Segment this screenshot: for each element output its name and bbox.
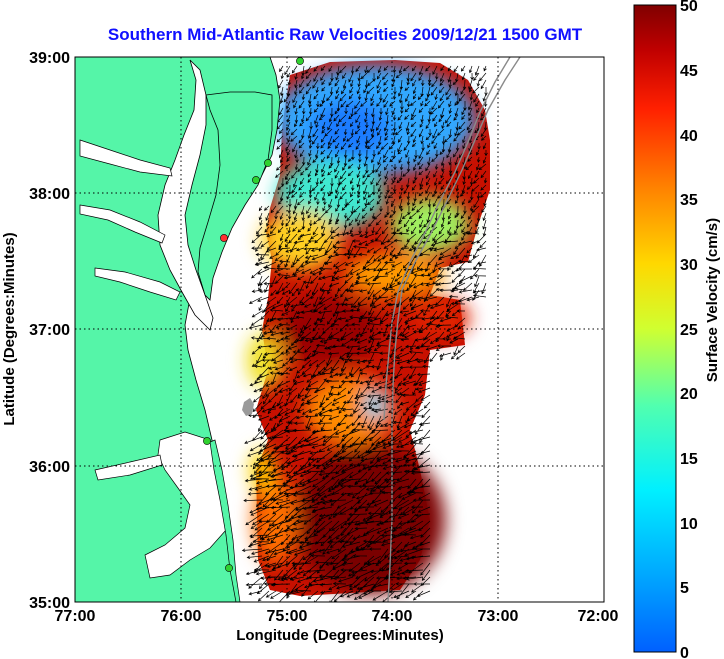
colorbar-tick-label: 0 [680, 645, 689, 659]
moderate-band [260, 210, 340, 270]
y-tick-label: 39:00 [29, 50, 70, 67]
plot-frame [74, 56, 605, 603]
x-tick-label: 77:00 [55, 608, 96, 625]
x-tick-label: 73:00 [478, 608, 519, 625]
x-tick-label: 75:00 [267, 608, 308, 625]
y-tick-label: 38:00 [29, 186, 70, 203]
bathymetry-contour-inner [383, 57, 511, 421]
radar-station-marker [264, 159, 272, 167]
high-speed-center [280, 295, 380, 365]
cyan-spot [365, 391, 385, 419]
y-tick-label: 37:00 [29, 322, 70, 339]
y-tick-label: 35:00 [29, 595, 70, 612]
colorbar-ticks: 50 45 40 35 30 25 20 15 10 5 0 [680, 0, 698, 659]
colorbar-tick-label: 10 [680, 516, 698, 533]
y-axis-label: Latitude (Degrees:Minutes) [1, 232, 18, 425]
x-tick-label: 76:00 [161, 608, 202, 625]
velocity-vectors [241, 65, 488, 602]
grid-lines [75, 57, 604, 602]
radar-station-marker [225, 564, 233, 572]
river-west-2 [79, 204, 166, 244]
map-plot-area [75, 57, 604, 602]
colorbar-tick-label: 5 [680, 580, 689, 597]
colorbar-tick-label: 35 [680, 192, 698, 209]
delmarva-peninsula [197, 91, 273, 301]
bathymetry-contour-outer [387, 57, 521, 602]
southwest-orange [253, 475, 297, 565]
colorbar-label: Surface Velocity (cm/s) [704, 218, 721, 382]
river-west-3 [94, 267, 181, 301]
velocity-vector-arrows [241, 65, 488, 602]
moderate-band-2 [345, 253, 445, 297]
radar-station-marker [296, 57, 304, 65]
bathymetry-contours [383, 57, 521, 602]
colorbar-tick-label: 25 [680, 322, 698, 339]
colorbar-tick-label: 20 [680, 386, 698, 403]
radar-stations [203, 57, 304, 572]
radar-station-marker [252, 176, 260, 184]
colorbar-tick-label: 15 [680, 451, 698, 468]
x-axis: 77:00 76:00 75:00 74:00 73:00 72:00 Long… [55, 608, 619, 644]
radar-station-marker [203, 437, 211, 445]
x-tick-label: 72:00 [578, 608, 619, 625]
chart-title: Southern Mid-Atlantic Raw Velocities 200… [108, 25, 583, 44]
velocity-field [241, 60, 490, 602]
colorbar-tick-label: 30 [680, 257, 698, 274]
colorbar-tick-label: 45 [680, 63, 698, 80]
x-axis-label: Longitude (Degrees:Minutes) [236, 627, 444, 644]
southwest-yellow [250, 448, 274, 492]
sound-inlet [94, 454, 163, 481]
river-west-1 [79, 139, 173, 177]
colorbar: 50 45 40 35 30 25 20 15 10 5 0 Surface V… [633, 0, 721, 659]
offshore-shoal [242, 398, 254, 416]
x-tick-label: 74:00 [372, 608, 413, 625]
colorbar-gradient [633, 4, 677, 653]
radar-station-marker-red [220, 234, 228, 242]
colorbar-tick-label: 40 [680, 128, 698, 145]
y-axis: 39:00 38:00 37:00 36:00 35:00 Latitude (… [1, 50, 70, 612]
low-speed-core [310, 100, 390, 160]
colorbar-tick-label: 50 [680, 0, 698, 15]
barrier-island [209, 439, 241, 602]
y-tick-label: 36:00 [29, 459, 70, 476]
chesapeake-bay [157, 59, 214, 331]
